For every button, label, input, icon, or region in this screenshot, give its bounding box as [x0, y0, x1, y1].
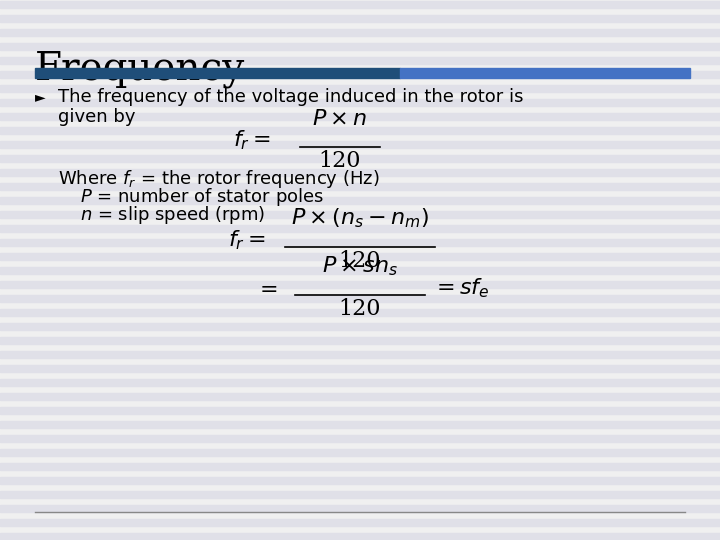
Text: $P$ = number of stator poles: $P$ = number of stator poles: [80, 186, 324, 208]
Bar: [0, 323, 720, 330]
Bar: [0, 365, 720, 372]
Bar: [0, 533, 720, 540]
Bar: [0, 211, 720, 218]
Bar: [0, 113, 720, 120]
Bar: [0, 225, 720, 232]
Bar: [0, 29, 720, 36]
Bar: [0, 1, 720, 8]
Bar: [0, 519, 720, 526]
Bar: [0, 281, 720, 288]
Bar: [0, 57, 720, 64]
Text: 120: 120: [338, 250, 382, 272]
Bar: [0, 351, 720, 358]
Text: $P \times (n_s - n_m)$: $P \times (n_s - n_m)$: [291, 206, 429, 230]
Text: Frequency: Frequency: [35, 50, 246, 87]
Bar: [0, 99, 720, 106]
Text: $P \times n$: $P \times n$: [312, 108, 368, 130]
Bar: [0, 449, 720, 456]
Text: $= sf_e$: $= sf_e$: [432, 276, 490, 300]
Bar: [0, 141, 720, 148]
Bar: [0, 379, 720, 386]
Bar: [400, 68, 690, 78]
Bar: [0, 239, 720, 246]
Bar: [0, 197, 720, 204]
Bar: [0, 505, 720, 512]
Bar: [0, 295, 720, 302]
Bar: [0, 491, 720, 498]
Bar: [0, 407, 720, 414]
Text: ►: ►: [35, 90, 45, 104]
Text: $f_r =$: $f_r =$: [228, 228, 265, 252]
Text: Where $f_r$ = the rotor frequency (Hz): Where $f_r$ = the rotor frequency (Hz): [58, 168, 379, 190]
Bar: [0, 463, 720, 470]
Bar: [0, 127, 720, 134]
Text: $=$: $=$: [256, 277, 278, 299]
Bar: [0, 71, 720, 78]
Bar: [0, 155, 720, 162]
Bar: [0, 169, 720, 176]
Bar: [0, 253, 720, 260]
Bar: [0, 337, 720, 344]
Text: $n$ = slip speed (rpm): $n$ = slip speed (rpm): [80, 204, 266, 226]
Bar: [35, 68, 400, 78]
Text: $f_r =$: $f_r =$: [233, 128, 270, 152]
Text: $P \times sn_s$: $P \times sn_s$: [322, 254, 398, 278]
Bar: [0, 15, 720, 22]
Bar: [0, 393, 720, 400]
Bar: [0, 421, 720, 428]
Bar: [0, 309, 720, 316]
Bar: [0, 85, 720, 92]
Bar: [0, 435, 720, 442]
Text: The frequency of the voltage induced in the rotor is: The frequency of the voltage induced in …: [58, 88, 523, 106]
Text: 120: 120: [338, 298, 382, 320]
Text: 120: 120: [319, 150, 361, 172]
Bar: [0, 267, 720, 274]
Bar: [0, 477, 720, 484]
Bar: [0, 183, 720, 190]
Bar: [0, 43, 720, 50]
Text: given by: given by: [58, 108, 135, 126]
